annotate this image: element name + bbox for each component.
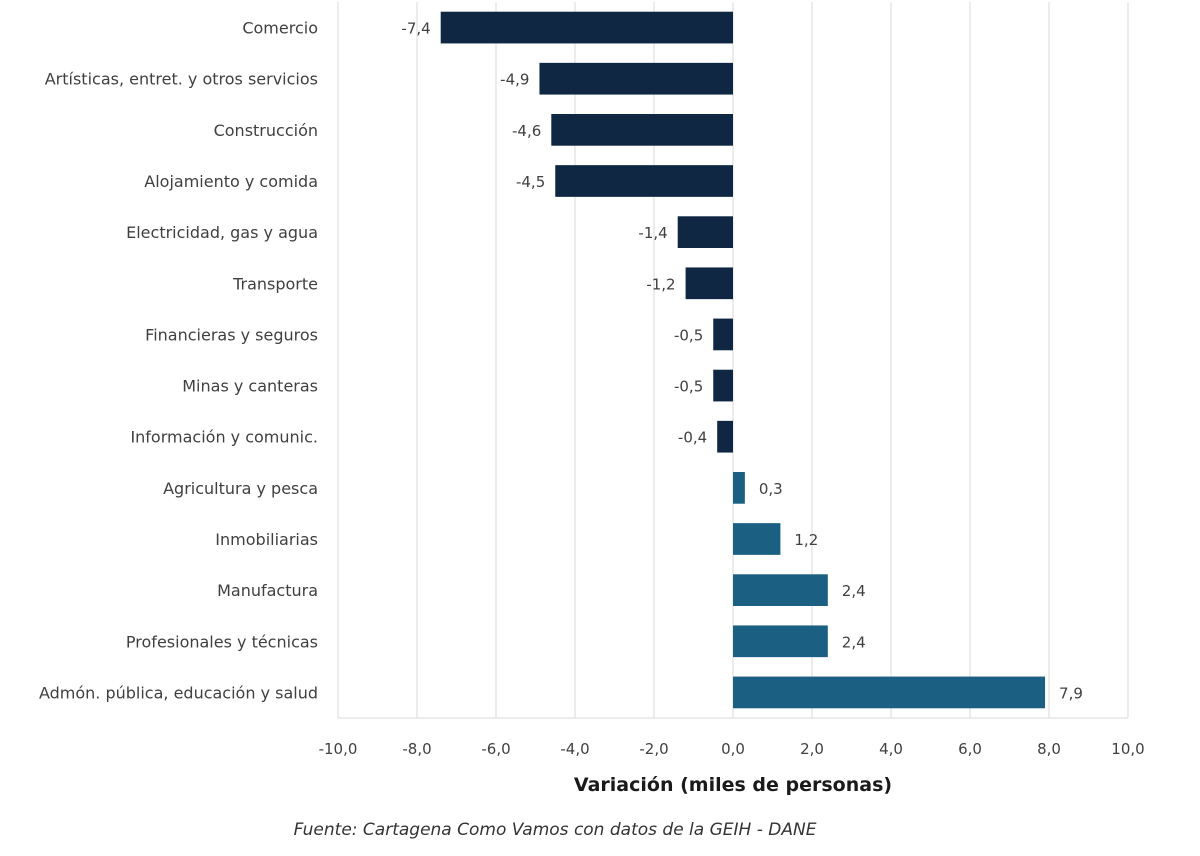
x-tick-label: 2,0 bbox=[800, 740, 824, 758]
category-label: Profesionales y técnicas bbox=[126, 632, 318, 651]
category-label: Información y comunic. bbox=[130, 428, 318, 447]
labels: Comercio -7,4 Artísticas, entret. y otros … bbox=[39, 19, 1083, 703]
category-label: Inmobiliarias bbox=[215, 530, 318, 549]
x-tick-label: 4,0 bbox=[879, 740, 903, 758]
bar bbox=[733, 574, 828, 606]
data-label: -4,6 bbox=[512, 122, 541, 140]
x-axis: -10,0 -8,0 -6,0 -4,0 -2,0 0,0 2,0 4,0 6,0 8,0 10,0 bbox=[319, 717, 1145, 758]
bar bbox=[685, 267, 733, 300]
x-tick-label: -10,0 bbox=[319, 740, 358, 758]
data-label: -0,5 bbox=[674, 326, 703, 344]
data-label: -0,4 bbox=[678, 429, 707, 447]
data-label: -1,4 bbox=[638, 224, 667, 242]
data-label: -4,5 bbox=[516, 173, 545, 191]
bar bbox=[677, 216, 733, 248]
gridlines bbox=[337, 2, 1129, 718]
bar bbox=[717, 420, 733, 453]
x-tick-label: 6,0 bbox=[958, 740, 982, 758]
category-label: Financieras y seguros bbox=[145, 325, 318, 344]
category-label: Minas y canteras bbox=[182, 377, 318, 396]
x-tick-label: -8,0 bbox=[402, 740, 431, 758]
x-tick-label: -4,0 bbox=[560, 740, 589, 758]
category-label: Electricidad, gas y agua bbox=[126, 223, 318, 242]
bars bbox=[440, 11, 1046, 709]
category-label: Transporte bbox=[232, 274, 318, 293]
data-label: -0,5 bbox=[674, 378, 703, 396]
category-label: Construcción bbox=[214, 121, 318, 140]
x-tick-label: -6,0 bbox=[481, 740, 510, 758]
x-tick-label: 8,0 bbox=[1037, 740, 1061, 758]
x-tick-label: 0,0 bbox=[721, 740, 745, 758]
bar bbox=[733, 676, 1046, 709]
bar bbox=[539, 62, 733, 95]
bar bbox=[733, 625, 828, 658]
bar bbox=[555, 165, 733, 197]
bar bbox=[713, 369, 733, 402]
category-label: Agricultura y pesca bbox=[163, 479, 318, 498]
category-label: Manufactura bbox=[217, 581, 318, 600]
x-tick-label: 10,0 bbox=[1111, 740, 1144, 758]
data-label: 0,3 bbox=[759, 480, 783, 498]
category-label: Comercio bbox=[242, 19, 318, 38]
data-label: -4,9 bbox=[500, 71, 529, 89]
source-note: Fuente: Cartagena Como Vamos con datos d… bbox=[293, 820, 817, 840]
category-label: Alojamiento y comida bbox=[144, 172, 318, 191]
bar bbox=[733, 523, 781, 555]
category-label: Artísticas, entret. y otros servicios bbox=[45, 70, 318, 89]
data-label: 2,4 bbox=[842, 633, 866, 651]
bar bbox=[733, 472, 745, 504]
data-label: 2,4 bbox=[842, 582, 866, 600]
data-label: -1,2 bbox=[646, 275, 675, 293]
bar bbox=[713, 318, 733, 351]
data-label: 7,9 bbox=[1059, 684, 1083, 702]
x-axis-title: Variación (miles de personas) bbox=[574, 774, 892, 796]
data-label: 1,2 bbox=[794, 531, 818, 549]
data-label: -7,4 bbox=[401, 20, 430, 38]
bar bbox=[551, 114, 733, 146]
x-tick-label: -2,0 bbox=[639, 740, 668, 758]
bar bbox=[440, 11, 733, 44]
category-label: Admón. pública, educación y salud bbox=[39, 683, 318, 702]
